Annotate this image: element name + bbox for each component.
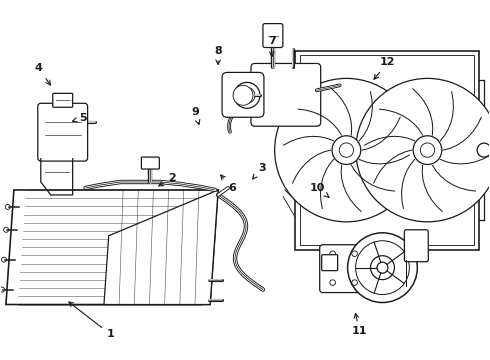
FancyBboxPatch shape: [38, 103, 88, 161]
Circle shape: [356, 78, 490, 222]
Bar: [295, 50, 479, 250]
FancyBboxPatch shape: [404, 230, 428, 262]
FancyBboxPatch shape: [322, 255, 338, 271]
Text: 5: 5: [73, 113, 86, 123]
Circle shape: [352, 280, 357, 285]
FancyBboxPatch shape: [53, 93, 73, 107]
Text: 10: 10: [310, 183, 329, 198]
Circle shape: [339, 143, 354, 157]
Circle shape: [0, 287, 4, 292]
Circle shape: [352, 251, 357, 257]
Text: 3: 3: [253, 163, 266, 179]
Text: 4: 4: [35, 63, 50, 85]
Text: 11: 11: [352, 314, 368, 336]
Text: 1: 1: [69, 302, 114, 339]
Circle shape: [239, 87, 255, 103]
Circle shape: [377, 262, 388, 273]
FancyBboxPatch shape: [251, 63, 321, 126]
Polygon shape: [104, 190, 218, 305]
Text: 8: 8: [214, 45, 222, 64]
Circle shape: [347, 233, 417, 302]
Bar: [300, 55, 474, 245]
Circle shape: [234, 82, 260, 108]
Circle shape: [5, 204, 10, 210]
Circle shape: [3, 227, 9, 232]
FancyBboxPatch shape: [222, 72, 264, 117]
Text: 2: 2: [159, 173, 176, 186]
Circle shape: [1, 257, 6, 262]
Text: 12: 12: [374, 58, 395, 79]
Circle shape: [477, 143, 490, 157]
Circle shape: [275, 78, 418, 222]
Circle shape: [370, 256, 394, 280]
Circle shape: [330, 280, 336, 285]
Circle shape: [356, 241, 409, 294]
Circle shape: [332, 136, 361, 165]
FancyBboxPatch shape: [263, 24, 283, 48]
Circle shape: [413, 136, 442, 165]
Text: 7: 7: [268, 36, 276, 57]
Circle shape: [233, 85, 253, 105]
Text: 6: 6: [221, 175, 236, 193]
Circle shape: [420, 143, 435, 157]
Text: 9: 9: [191, 107, 200, 124]
FancyBboxPatch shape: [319, 245, 364, 293]
Polygon shape: [6, 190, 218, 305]
Circle shape: [330, 251, 336, 257]
FancyBboxPatch shape: [142, 157, 159, 169]
